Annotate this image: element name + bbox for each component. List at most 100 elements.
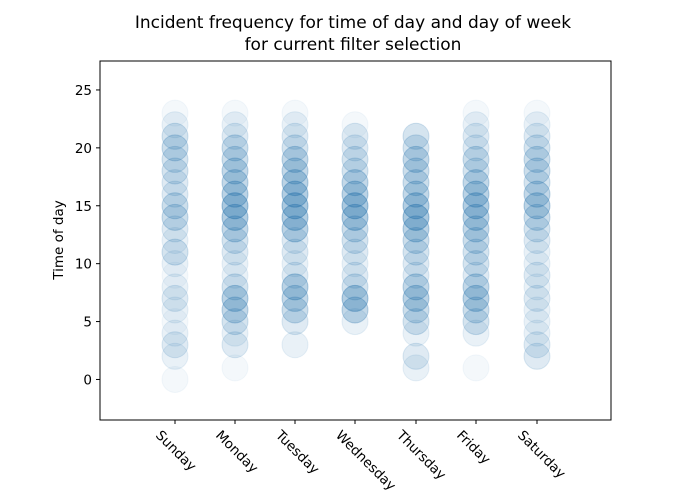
scatter-point — [402, 215, 430, 243]
scatter-point — [281, 273, 309, 301]
scatter-point — [161, 261, 189, 289]
scatter-point — [161, 203, 189, 231]
scatter-point — [341, 169, 369, 197]
scatter-point — [523, 157, 551, 185]
scatter-point — [402, 342, 430, 370]
scatter-point — [523, 342, 551, 370]
scatter-point — [161, 145, 189, 173]
scatter-point — [462, 319, 490, 347]
scatter-point — [462, 296, 490, 324]
scatter-point — [281, 122, 309, 150]
scatter-point — [221, 273, 249, 301]
y-tick-label: 5 — [83, 315, 92, 331]
scatter-point — [462, 180, 490, 208]
scatter-point — [402, 192, 430, 220]
scatter-point — [281, 215, 309, 243]
scatter-point — [402, 250, 430, 278]
scatter-point — [281, 284, 309, 312]
scatter-point — [281, 145, 309, 173]
scatter-point — [402, 215, 430, 243]
scatter-point — [161, 169, 189, 197]
scatter-point — [221, 319, 249, 347]
scatter-point — [402, 308, 430, 336]
scatter-point — [402, 342, 430, 370]
scatter-point — [221, 308, 249, 336]
scatter-point — [161, 157, 189, 185]
scatter-point — [402, 157, 430, 185]
scatter-point — [523, 308, 551, 336]
scatter-point — [281, 157, 309, 185]
scatter-point — [402, 261, 430, 289]
chart-title-line-1: Incident frequency for time of day and d… — [135, 13, 571, 33]
scatter-point — [161, 134, 189, 162]
scatter-point — [281, 215, 309, 243]
x-tick-label: Sunday — [152, 428, 199, 475]
scatter-point — [462, 354, 490, 382]
scatter-point — [341, 250, 369, 278]
scatter-point — [281, 180, 309, 208]
scatter-point — [402, 296, 430, 324]
scatter-point — [523, 192, 551, 220]
scatter-point — [462, 169, 490, 197]
scatter-point — [341, 261, 369, 289]
scatter-point — [281, 157, 309, 185]
scatter-point — [281, 273, 309, 301]
scatter-point — [341, 157, 369, 185]
scatter-point — [462, 308, 490, 336]
scatter-point — [341, 227, 369, 254]
scatter-point — [281, 215, 309, 243]
scatter-point — [462, 192, 490, 220]
y-tick-label: 20 — [75, 141, 92, 157]
scatter-point — [221, 192, 249, 220]
scatter-point — [281, 296, 309, 324]
scatter-point — [221, 192, 249, 220]
scatter-point — [523, 331, 551, 359]
scatter-point — [523, 192, 551, 220]
scatter-point — [462, 215, 490, 243]
scatter-point — [341, 169, 369, 197]
scatter-point — [221, 238, 249, 266]
scatter-point — [221, 284, 249, 312]
scatter-point — [341, 273, 369, 301]
scatter-point — [341, 238, 369, 266]
scatter-point — [523, 157, 551, 185]
scatter-point — [341, 134, 369, 162]
scatter-point — [281, 203, 309, 231]
scatter-point — [281, 169, 309, 197]
scatter-point — [341, 238, 369, 266]
scatter-point — [462, 157, 490, 185]
scatter-point — [161, 122, 189, 150]
scatter-point — [462, 192, 490, 220]
scatter-point — [341, 180, 369, 208]
scatter-point — [462, 145, 490, 173]
scatter-point — [221, 273, 249, 301]
scatter-point — [341, 192, 369, 220]
chart-title-line-2: for current filter selection — [245, 35, 462, 55]
scatter-point — [161, 342, 189, 370]
scatter-point — [462, 238, 490, 266]
scatter-point — [281, 261, 309, 289]
scatter-point — [402, 284, 430, 312]
scatter-point — [221, 134, 249, 162]
scatter-point — [161, 111, 189, 139]
scatter-point — [281, 157, 309, 185]
scatter-point — [341, 215, 369, 243]
scatter-point — [221, 250, 249, 278]
scatter-point — [402, 273, 430, 301]
scatter-point — [462, 308, 490, 336]
scatter-point — [161, 273, 189, 301]
scatter-point — [221, 296, 249, 324]
scatter-point — [523, 215, 551, 243]
scatter-point — [462, 238, 490, 266]
scatter-point — [221, 157, 249, 185]
scatter-point — [462, 111, 490, 139]
scatter-point — [402, 145, 430, 173]
scatter-point — [462, 250, 490, 278]
scatter-point — [161, 319, 189, 347]
scatter-point — [161, 157, 189, 185]
scatter-point — [281, 192, 309, 220]
scatter-point — [221, 122, 249, 150]
scatter-point — [523, 192, 551, 220]
scatter-point — [341, 284, 369, 312]
scatter-point — [161, 284, 189, 312]
